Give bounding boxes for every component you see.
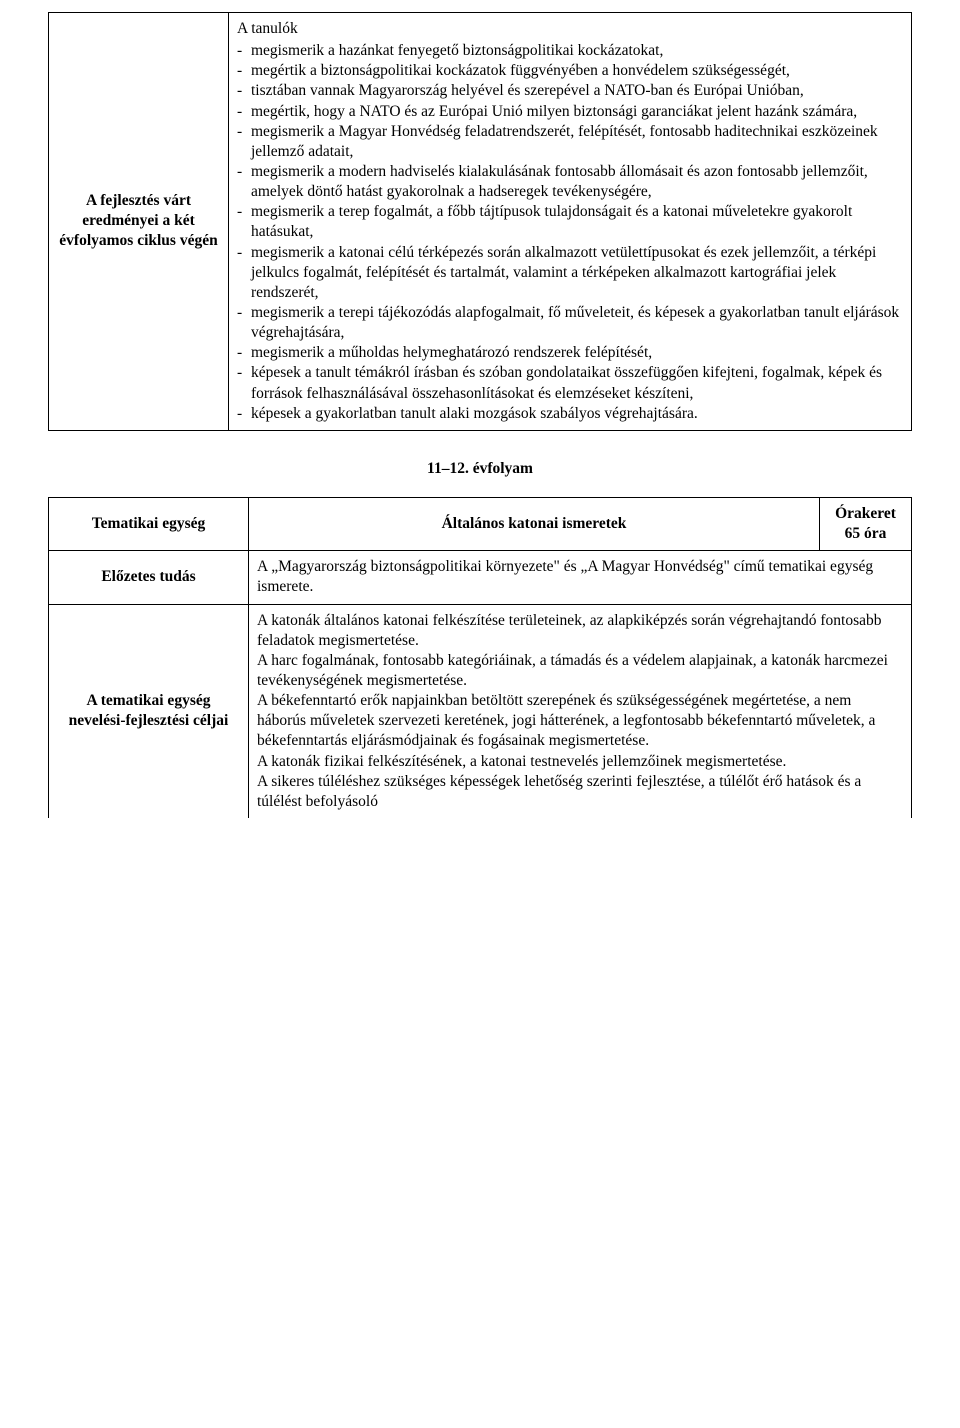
hours-label: Órakeret: [828, 504, 903, 524]
goals-label: A tematikai egység nevelési-fejlesztési …: [69, 692, 229, 729]
bullet-item: képesek a gyakorlatban tanult alaki mozg…: [237, 404, 903, 424]
goals-label-cell: A tematikai egység nevelési-fejlesztési …: [49, 604, 249, 818]
prereq-text: A „Magyarország biztonságpolitikai körny…: [257, 558, 873, 595]
goals-paragraph: A békefenntartó erők napjainkban betöltö…: [257, 691, 903, 751]
bullet-item: megismerik a terepi tájékozódás alapfoga…: [237, 303, 903, 343]
outcomes-label: A fejlesztés várt eredményei a két évfol…: [59, 192, 217, 249]
bullet-item: megismerik a műholdas helymeghatározó re…: [237, 343, 903, 363]
prereq-label: Előzetes tudás: [101, 568, 195, 585]
prereq-content-cell: A „Magyarország biztonságpolitikai körny…: [249, 551, 912, 604]
goals-paragraph: A harc fogalmának, fontosabb kategóriáin…: [257, 651, 903, 691]
bullet-item: megismerik a katonai célú térképezés sor…: [237, 243, 903, 303]
goals-content-cell: A katonák általános katonai felkészítése…: [249, 604, 912, 818]
unit-header-col2: Általános katonai ismeretek: [249, 497, 820, 550]
bullet-item: tisztában vannak Magyarország helyével é…: [237, 81, 903, 101]
bullet-item: megismerik a terep fogalmát, a főbb tájt…: [237, 202, 903, 242]
goals-paragraph: A sikeres túléléshez szükséges képessége…: [257, 772, 903, 812]
bullet-item: megismerik a hazánkat fenyegető biztonsá…: [237, 41, 903, 61]
bullet-item: megismerik a modern hadviselés kialakulá…: [237, 162, 903, 202]
prereq-label-cell: Előzetes tudás: [49, 551, 249, 604]
section-heading: 11–12. évfolyam: [48, 459, 912, 479]
hours-value: 65 óra: [828, 524, 903, 544]
outcomes-content-cell: A tanulók megismerik a hazánkat fenyeget…: [229, 13, 912, 431]
goals-paragraph: A katonák fizikai felkészítésének, a kat…: [257, 752, 903, 772]
goals-paragraph: A katonák általános katonai felkészítése…: [257, 611, 903, 651]
bullet-item: megismerik a Magyar Honvédség feladatren…: [237, 122, 903, 162]
bullet-item: megértik a biztonságpolitikai kockázatok…: [237, 61, 903, 81]
unit-title: Általános katonai ismeretek: [442, 515, 627, 532]
outcomes-intro: A tanulók: [237, 19, 903, 39]
bullet-item: megértik, hogy a NATO és az Európai Unió…: [237, 102, 903, 122]
unit-table: Tematikai egység Általános katonai ismer…: [48, 497, 912, 818]
outcomes-table: A fejlesztés várt eredményei a két évfol…: [48, 12, 912, 431]
unit-header-label: Tematikai egység: [92, 515, 206, 532]
unit-header-col1: Tematikai egység: [49, 497, 249, 550]
unit-hours-cell: Órakeret 65 óra: [820, 497, 912, 550]
outcomes-bullets: megismerik a hazánkat fenyegető biztonsá…: [237, 41, 903, 424]
bullet-item: képesek a tanult témákról írásban és szó…: [237, 363, 903, 403]
outcomes-label-cell: A fejlesztés várt eredményei a két évfol…: [49, 13, 229, 431]
